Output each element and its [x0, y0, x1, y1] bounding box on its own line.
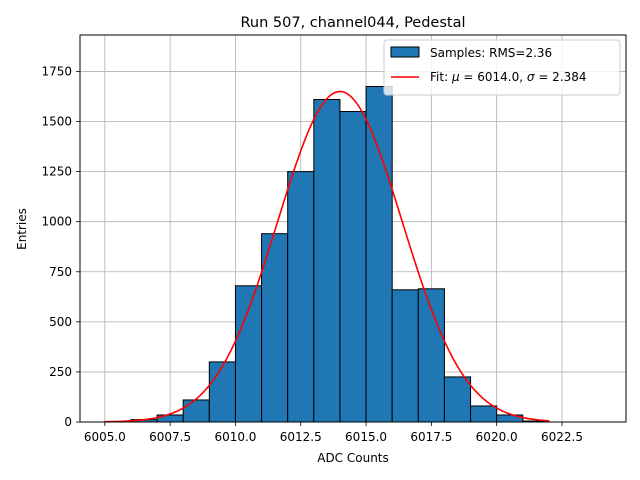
x-tick-label-7: 6022.5 [541, 430, 583, 444]
chart-title: Run 507, channel044, Pedestal [240, 15, 465, 31]
legend-label-samples: Samples: RMS=2.36 [430, 46, 552, 60]
histogram-bar-13 [443, 376, 472, 423]
x-tick-label-6: 6020.0 [476, 430, 518, 444]
y-tick-label-4: 1000 [41, 215, 72, 229]
histogram-bar-9 [339, 111, 367, 423]
y-tick-label-2: 500 [49, 315, 72, 329]
fit-curve [104, 90, 549, 423]
y-tick-label-5: 1250 [41, 165, 72, 179]
x-tick-label-3: 6012.5 [280, 430, 322, 444]
y-tick-label-0: 0 [64, 415, 72, 429]
y-axis-ticks: 0 250 500 750 1000 1250 1500 1750 [41, 64, 80, 429]
x-axis-label: ADC Counts [317, 451, 389, 465]
histogram-bar-6 [261, 233, 289, 423]
histogram-bar-11 [391, 289, 419, 423]
histogram-bar-8 [313, 99, 341, 423]
x-tick-label-0: 6005.0 [84, 430, 126, 444]
histogram-bar-7 [287, 171, 315, 423]
histogram-bar-4 [208, 361, 236, 423]
x-tick-label-2: 6010.0 [214, 430, 256, 444]
histogram-bar-3 [182, 399, 210, 423]
legend-box [383, 39, 621, 96]
y-tick-label-7: 1750 [41, 64, 72, 78]
x-axis-ticks: 6005.0 6007.5 6010.0 6012.5 6015.0 6017.5 6020… [84, 422, 583, 444]
legend-swatch-samples [390, 46, 420, 58]
plot-frame [79, 34, 627, 423]
histogram-bar-14 [470, 405, 498, 423]
legend-label-fit: Fit: μ = 6014.0, σ = 2.384 [430, 70, 587, 84]
y-axis-label: Entries [15, 208, 29, 250]
legend: Samples: RMS=2.36 Fit: μ = 6014.0, σ = 2… [383, 39, 621, 96]
x-tick-label-4: 6015.0 [345, 430, 387, 444]
x-tick-label-1: 6007.5 [149, 430, 191, 444]
x-tick-label-5: 6017.5 [410, 430, 452, 444]
y-tick-label-1: 250 [49, 365, 72, 379]
histogram-bar-5 [234, 285, 263, 423]
y-tick-label-6: 1500 [41, 115, 72, 129]
y-tick-label-3: 750 [49, 265, 72, 279]
histogram-bar-10 [365, 85, 393, 423]
